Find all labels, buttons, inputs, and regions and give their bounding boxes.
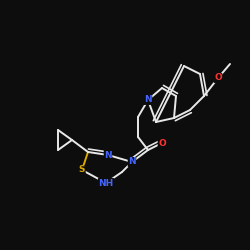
Text: O: O <box>158 138 166 147</box>
Text: S: S <box>79 166 85 174</box>
Text: NH: NH <box>98 178 114 188</box>
Text: N: N <box>144 96 152 104</box>
Text: O: O <box>214 74 222 82</box>
Text: N: N <box>104 150 112 160</box>
Text: N: N <box>128 158 136 166</box>
